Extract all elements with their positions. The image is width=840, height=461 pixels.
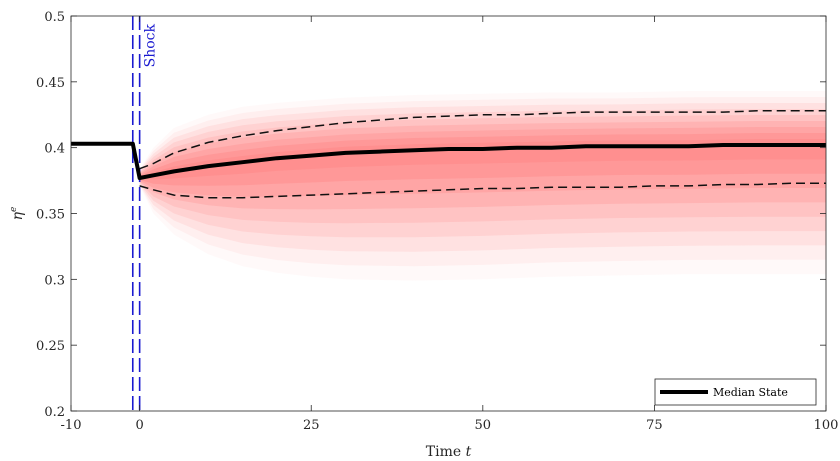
shock-annotation: Shock bbox=[143, 23, 159, 67]
y-tick-label: 0.3 bbox=[44, 273, 65, 288]
dashed-lower-line bbox=[139, 182, 826, 199]
x-tick-label: 75 bbox=[646, 418, 663, 433]
x-tick-label: 0 bbox=[135, 418, 143, 433]
y-axis-label-sup: e bbox=[9, 207, 19, 212]
y-tick-label: 0.25 bbox=[36, 339, 65, 354]
y-axis-label-base: η bbox=[10, 211, 26, 220]
y-tick-label: 0.5 bbox=[44, 10, 65, 25]
x-tick-label: 25 bbox=[303, 418, 320, 433]
x-axis-label-var: t bbox=[466, 444, 472, 460]
y-tick-label: 0.4 bbox=[44, 142, 65, 157]
x-tick-label: -10 bbox=[61, 418, 82, 433]
x-tick-label: 100 bbox=[814, 418, 839, 433]
percentile-dashed-lines bbox=[139, 110, 826, 199]
median-state-line bbox=[71, 141, 826, 180]
y-tick-label: 0.2 bbox=[44, 405, 65, 420]
fan-band-3 bbox=[139, 109, 827, 238]
dashed-upper-line bbox=[139, 110, 826, 170]
y-axis-ticks: 0.2 0.25 0.3 0.35 0.4 0.45 0.5 bbox=[36, 10, 826, 420]
fan-band-5 bbox=[139, 121, 827, 210]
y-axis-label: ηe bbox=[9, 207, 26, 221]
legend: Median State bbox=[654, 378, 817, 406]
x-axis-ticks: -10 0 25 50 75 100 bbox=[61, 16, 839, 433]
fan-chart-bands bbox=[139, 91, 827, 281]
y-tick-label: 0.35 bbox=[36, 208, 65, 223]
fan-band-0 bbox=[139, 91, 827, 281]
median-line-group bbox=[71, 141, 826, 180]
x-axis-label-text: Time bbox=[426, 444, 466, 460]
y-tick-label: 0.45 bbox=[36, 76, 65, 91]
legend-median-label: Median State bbox=[713, 386, 788, 399]
x-tick-label: 50 bbox=[475, 418, 492, 433]
x-axis-label: Time t bbox=[426, 444, 472, 460]
fan-band-2 bbox=[139, 103, 827, 252]
fan-band-1 bbox=[139, 97, 827, 267]
fan-band-4 bbox=[139, 115, 827, 224]
shock-lines bbox=[131, 16, 141, 411]
fan-band-8 bbox=[139, 139, 827, 180]
